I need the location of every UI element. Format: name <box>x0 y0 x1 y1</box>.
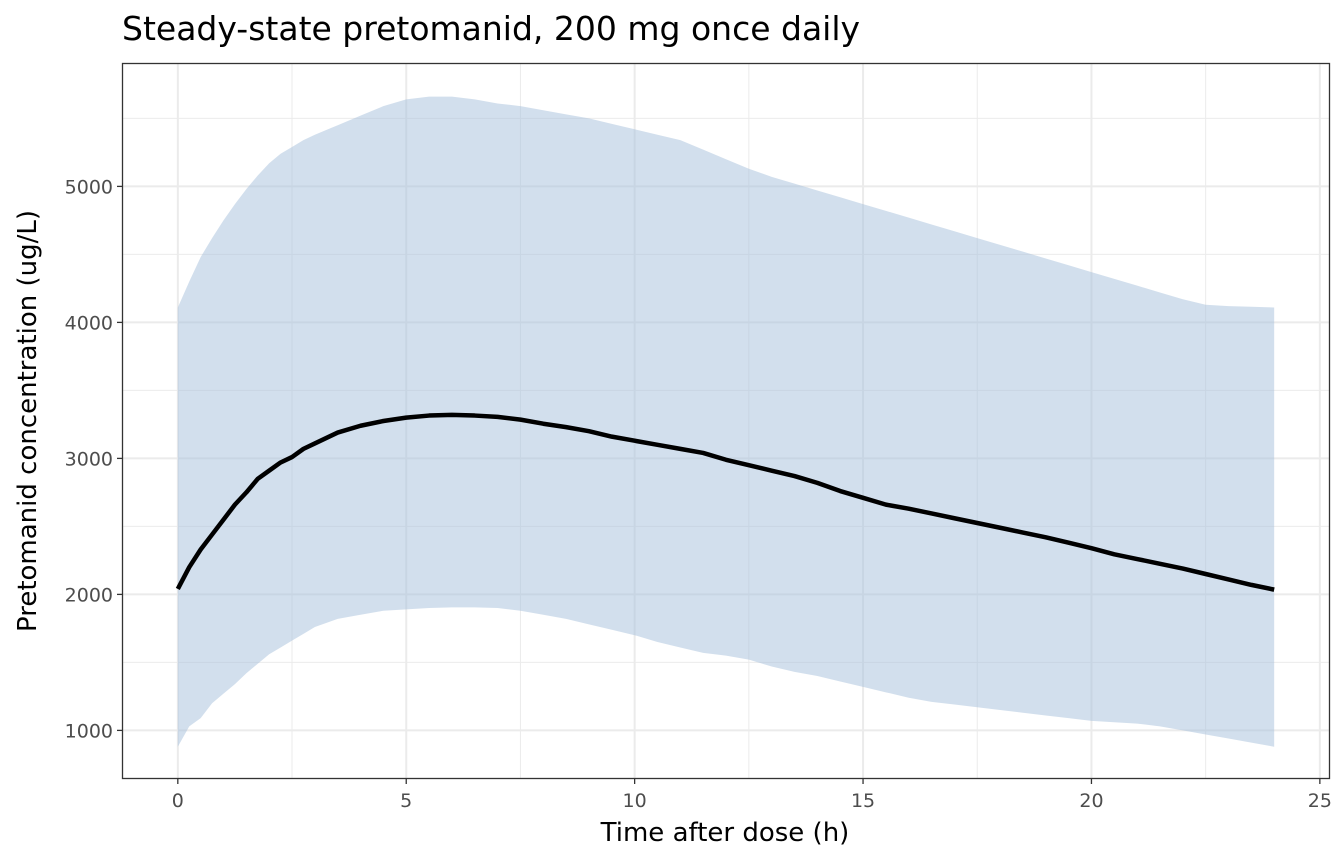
y-axis: 1000 2000 3000 4000 5000 <box>65 176 123 742</box>
x-tick-label: 15 <box>851 790 875 812</box>
median-line-layer <box>175 412 1275 592</box>
x-axis: 0 5 10 15 20 25 <box>172 778 1332 812</box>
panel-border <box>121 62 1331 780</box>
x-tick-label: 20 <box>1079 790 1103 812</box>
y-tick-label: 5000 <box>65 176 113 198</box>
x-tick-label: 25 <box>1308 790 1332 812</box>
confidence-ribbon-layer <box>177 96 1275 747</box>
x-tick-label: 10 <box>623 790 647 812</box>
y-tick-label: 3000 <box>65 448 113 470</box>
y-tick-label: 4000 <box>65 312 113 334</box>
median-line <box>175 412 1275 592</box>
x-axis-title: Time after dose (h) <box>600 818 850 848</box>
x-tick-label: 5 <box>400 790 412 812</box>
y-tick-label: 1000 <box>65 720 113 742</box>
y-tick-label: 2000 <box>65 584 113 606</box>
chart-title: Steady-state pretomanid, 200 mg once dai… <box>122 9 860 48</box>
x-tick-label: 0 <box>172 790 184 812</box>
confidence-ribbon <box>177 96 1275 747</box>
y-axis-title: Pretomanid concentration (ug/L) <box>13 210 43 632</box>
